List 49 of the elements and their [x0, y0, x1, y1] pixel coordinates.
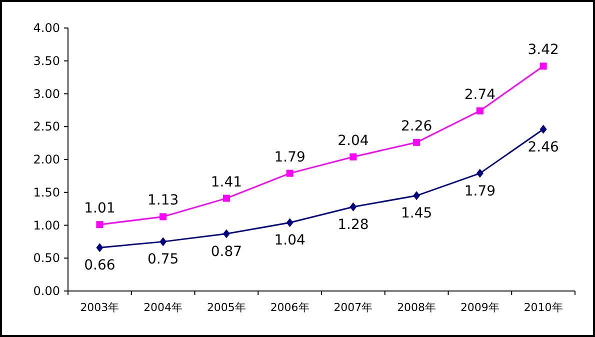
point [160, 213, 167, 220]
data-label: 2.26 [400, 118, 432, 134]
point [413, 138, 420, 146]
data-label: 2.04 [338, 132, 369, 149]
point [413, 191, 420, 200]
data-label: 2.46 [528, 139, 559, 156]
data-label: 1.41 [210, 174, 242, 190]
y-tick-label: 3.50 [33, 54, 60, 68]
x-tick-label: 2004年 [144, 301, 183, 314]
y-tick-label: 0.00 [33, 284, 60, 298]
point [286, 170, 294, 177]
point [540, 124, 547, 134]
y-tick-label: 4.00 [33, 21, 60, 35]
data-label: 0.75 [147, 252, 179, 268]
data-label: 3.42 [528, 42, 559, 58]
y-tick-label: 3.00 [33, 86, 60, 101]
point [476, 168, 484, 178]
point [160, 237, 167, 246]
point [476, 107, 484, 114]
point [350, 153, 357, 160]
x-tick-label: 2010年 [524, 301, 563, 314]
data-label: 1.28 [338, 216, 369, 233]
point [350, 202, 357, 212]
y-tick-label: 0.50 [33, 251, 60, 266]
data-label: 1.04 [274, 232, 306, 249]
data-label: 0.66 [84, 258, 116, 274]
data-label: 1.01 [84, 200, 116, 217]
point [96, 243, 104, 252]
point [222, 229, 230, 238]
data-label: 1.45 [400, 206, 432, 222]
point [96, 221, 104, 228]
y-tick-label: 1.00 [33, 218, 60, 232]
x-tick-label: 2007年 [334, 301, 373, 314]
y-tick-label: 2.50 [33, 120, 60, 134]
point [286, 218, 294, 228]
x-tick-label: 2006年 [270, 301, 310, 314]
y-tick-label: 1.50 [33, 185, 60, 200]
data-label: 1.79 [464, 183, 496, 200]
x-tick-label: 2003年 [80, 301, 120, 314]
data-label: 2.74 [464, 86, 496, 103]
y-tick-label: 2.00 [33, 152, 60, 166]
data-label: 0.87 [210, 244, 242, 260]
data-label: 1.79 [274, 149, 306, 166]
x-tick-label: 2005年 [206, 301, 246, 314]
x-tick-label: 2008年 [397, 301, 436, 314]
x-tick-label: 2009年 [460, 301, 500, 314]
point [222, 194, 230, 202]
point [540, 62, 547, 70]
data-label: 1.13 [147, 192, 179, 209]
